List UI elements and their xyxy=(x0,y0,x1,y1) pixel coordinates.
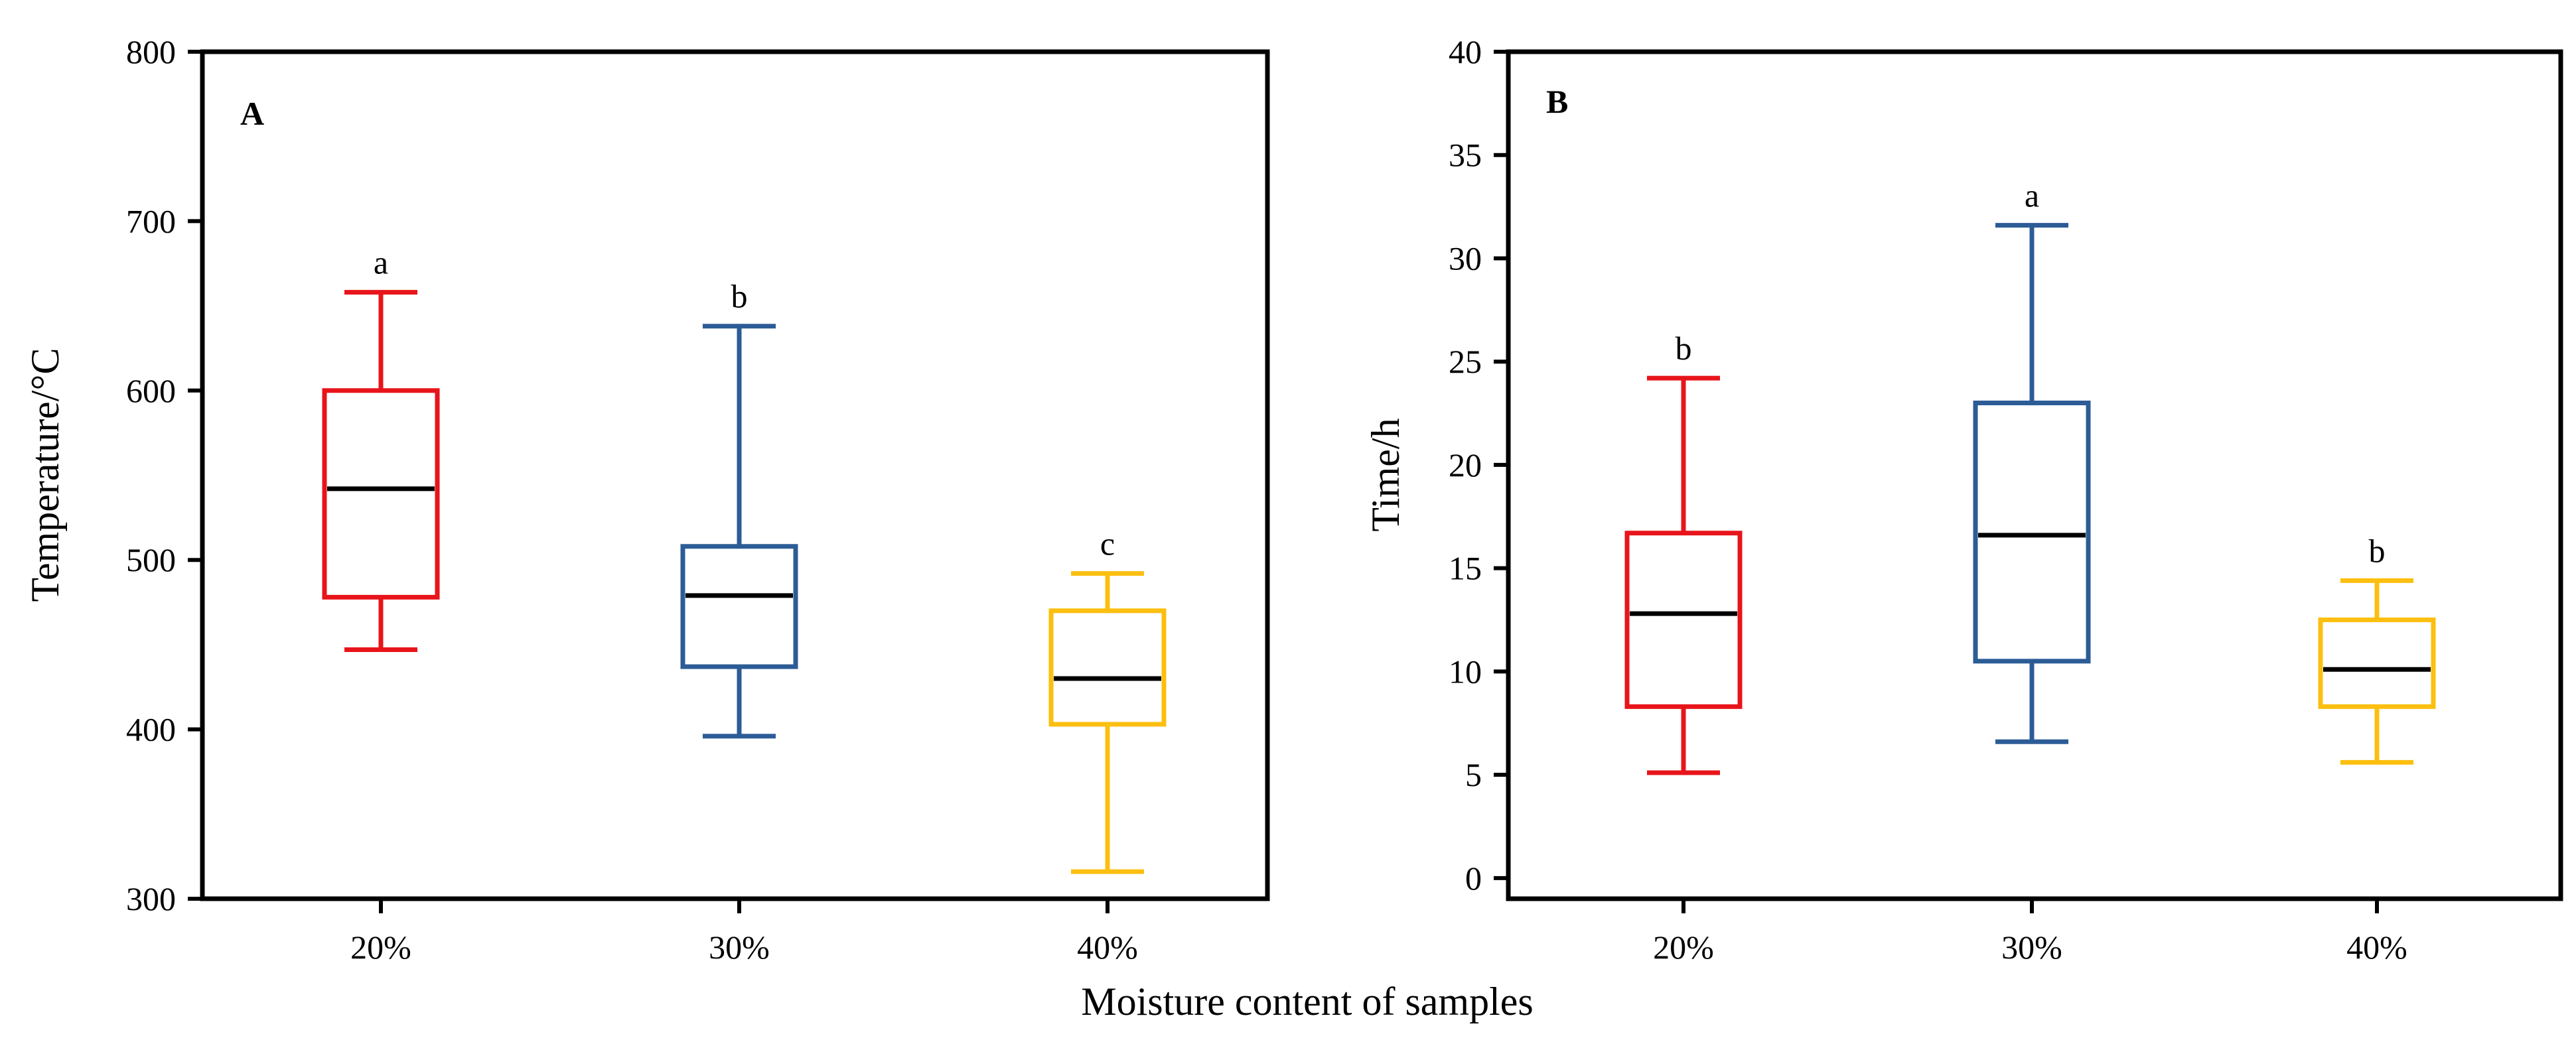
y-tick-label: 5 xyxy=(1465,756,1482,793)
x-tick-label: 30% xyxy=(2001,929,2062,966)
y-axis-title: Temperature/°C xyxy=(23,348,67,602)
y-tick-label: 15 xyxy=(1449,550,1482,587)
y-tick-label: 0 xyxy=(1465,860,1482,897)
significance-letter: c xyxy=(1100,525,1115,562)
y-tick-label: 800 xyxy=(126,33,176,70)
y-tick-label: 500 xyxy=(126,541,176,578)
plot-frame xyxy=(1506,49,2563,901)
panel-label: B xyxy=(1546,83,1568,120)
y-tick-label: 20 xyxy=(1449,446,1482,484)
x-tick-label: 40% xyxy=(2346,929,2407,966)
y-axis-title: Time/h xyxy=(1364,418,1407,531)
significance-letter: b xyxy=(1676,330,1692,367)
box-body xyxy=(1624,531,1743,709)
box-body xyxy=(2318,618,2436,709)
box-30pct: a xyxy=(1973,177,2091,744)
box-20pct: a xyxy=(322,244,440,653)
box-40pct: c xyxy=(1048,525,1167,874)
y-tick-label: 10 xyxy=(1449,653,1482,690)
panel-label: A xyxy=(240,95,264,132)
box-40pct: b xyxy=(2318,532,2436,765)
x-tick-label: 40% xyxy=(1077,929,1138,966)
significance-letter: a xyxy=(2025,177,2039,214)
y-tick-label: 25 xyxy=(1449,343,1482,380)
x-tick-label: 20% xyxy=(1653,929,1714,966)
x-tick-label: 20% xyxy=(350,929,411,966)
box-body xyxy=(680,544,798,669)
significance-letter: a xyxy=(374,244,388,281)
x-tick-label: 30% xyxy=(709,929,770,966)
y-tick-label: 40 xyxy=(1449,33,1482,70)
box-20pct: b xyxy=(1624,330,1743,775)
significance-letter: b xyxy=(2369,532,2386,569)
plot-frame xyxy=(200,49,1270,901)
y-tick-label: 700 xyxy=(126,202,176,239)
y-tick-label: 35 xyxy=(1449,137,1482,174)
y-tick-label: 30 xyxy=(1449,239,1482,277)
y-tick-label: 300 xyxy=(126,880,176,917)
y-tick-label: 600 xyxy=(126,372,176,409)
panel-b-time-chart: 0 5 10 15 20 25 30 35 40 20% 30% 40% Time/h Bb a b xyxy=(1364,33,2563,966)
box-body xyxy=(1048,608,1167,727)
box-30pct: b xyxy=(680,278,798,739)
box-body xyxy=(1973,400,2091,664)
significance-letter: b xyxy=(731,278,748,315)
panel-a-temperature-chart: 300 400 500 600 700 800 20% 30% 40% Temperature/°… xyxy=(23,33,1270,966)
box-body xyxy=(322,388,440,600)
shared-x-axis-title: Moisture content of samples xyxy=(1081,980,1534,1023)
y-tick-label: 400 xyxy=(126,711,176,748)
